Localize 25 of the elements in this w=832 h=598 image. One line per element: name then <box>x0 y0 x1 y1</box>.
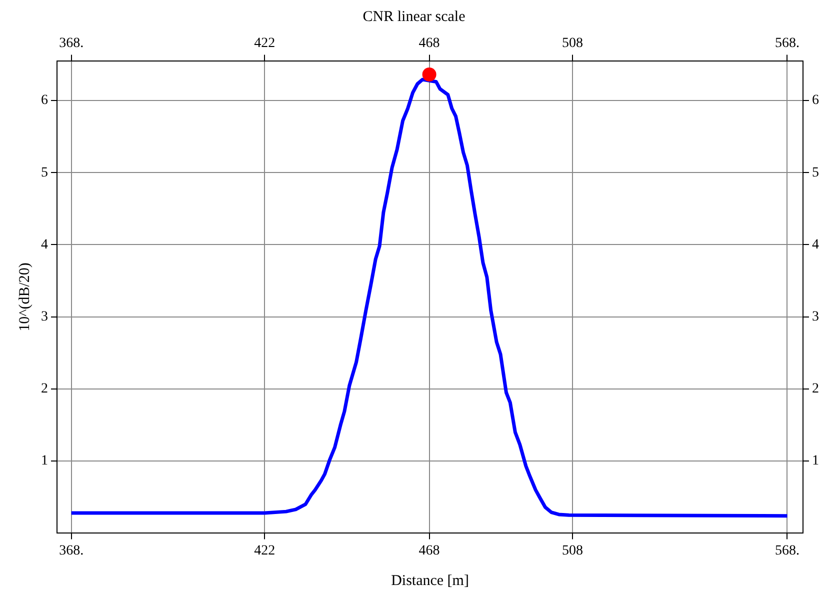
x2-tick-label: 422 <box>254 543 276 558</box>
y-tick-label: 4 <box>41 237 48 252</box>
x2-tick-label: 508 <box>562 543 583 558</box>
y-tick-label: 5 <box>41 165 48 180</box>
y2-tick-label: 6 <box>812 93 819 108</box>
x-tick-label: 568. <box>775 36 800 52</box>
y-tick-label: 1 <box>41 454 48 469</box>
y-tick-label: 3 <box>41 310 48 325</box>
y2-tick-label: 4 <box>812 237 819 252</box>
y2-tick-label: 1 <box>812 454 819 469</box>
x2-tick-label: 568. <box>775 543 800 558</box>
y-tick-label: 2 <box>41 382 48 397</box>
y2-tick-label: 2 <box>812 382 819 397</box>
x-axis-title: Distance [m] <box>391 572 469 589</box>
x-tick-label: 468 <box>418 36 440 52</box>
y2-tick-label: 3 <box>812 310 819 325</box>
y-axis-title: 10^(dB/20) <box>16 262 33 332</box>
x2-tick-label: 468 <box>418 543 440 558</box>
chart-title: CNR linear scale <box>362 8 466 25</box>
x-tick-label: 508 <box>562 36 583 52</box>
x2-tick-label: 368. <box>59 543 84 558</box>
y-tick-label: 6 <box>41 93 48 108</box>
x-tick-label: 368. <box>59 36 84 52</box>
y2-tick-label: 5 <box>812 165 819 180</box>
x-tick-label: 422 <box>254 36 276 52</box>
